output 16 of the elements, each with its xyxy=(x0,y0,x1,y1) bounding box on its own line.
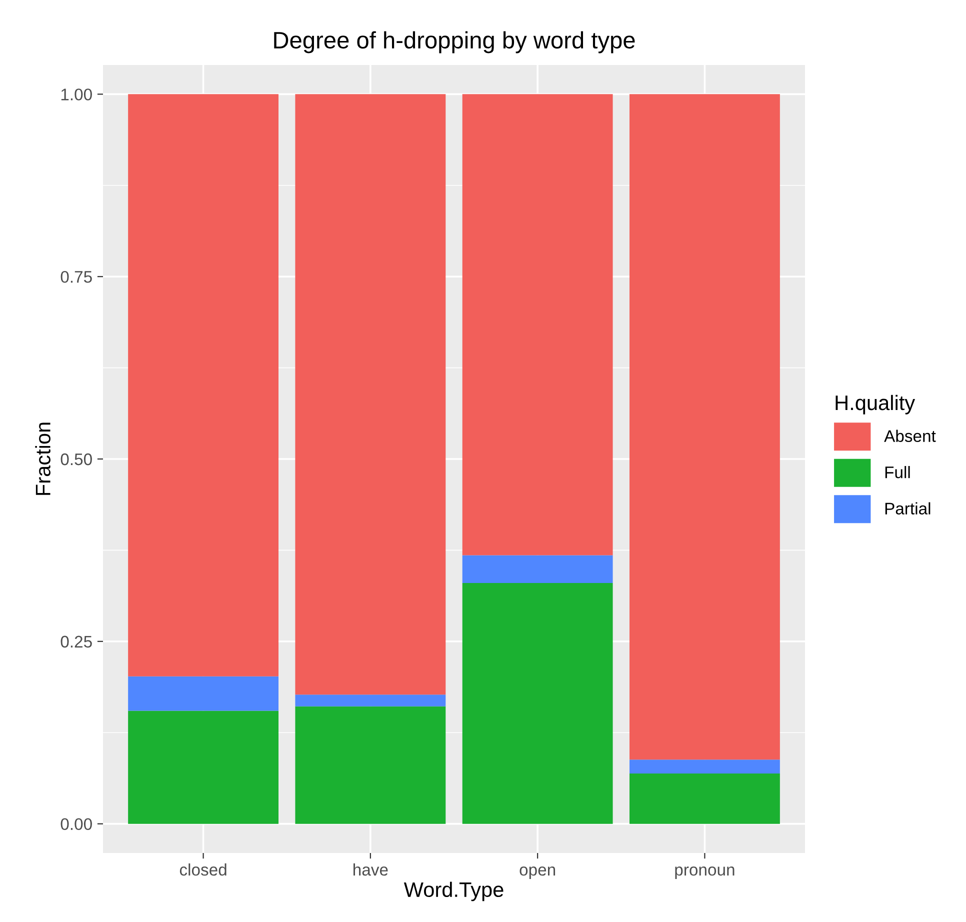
y-tick-label: 0.00 xyxy=(60,818,92,830)
legend-label: Absent xyxy=(884,430,936,442)
legend-label: Partial xyxy=(885,502,930,514)
x-axis-title: Word.Type xyxy=(404,882,504,902)
y-tick-label: 0.25 xyxy=(60,636,92,648)
y-tick-label: 0.50 xyxy=(60,453,92,466)
legend-label: Full xyxy=(885,466,910,478)
x-tick-label: closed xyxy=(180,863,226,876)
x-tick-label: open xyxy=(520,866,556,879)
y-tick-label: 1.00 xyxy=(61,88,92,100)
y-axis-title: Fraction xyxy=(35,422,50,495)
x-tick-label: have xyxy=(354,863,388,876)
x-tick-label: pronoun xyxy=(675,866,734,879)
y-tick-label: 0.75 xyxy=(60,270,92,283)
chart-title: Degree of h-dropping by word type xyxy=(274,31,635,54)
legend-title: H.quality xyxy=(836,394,916,414)
